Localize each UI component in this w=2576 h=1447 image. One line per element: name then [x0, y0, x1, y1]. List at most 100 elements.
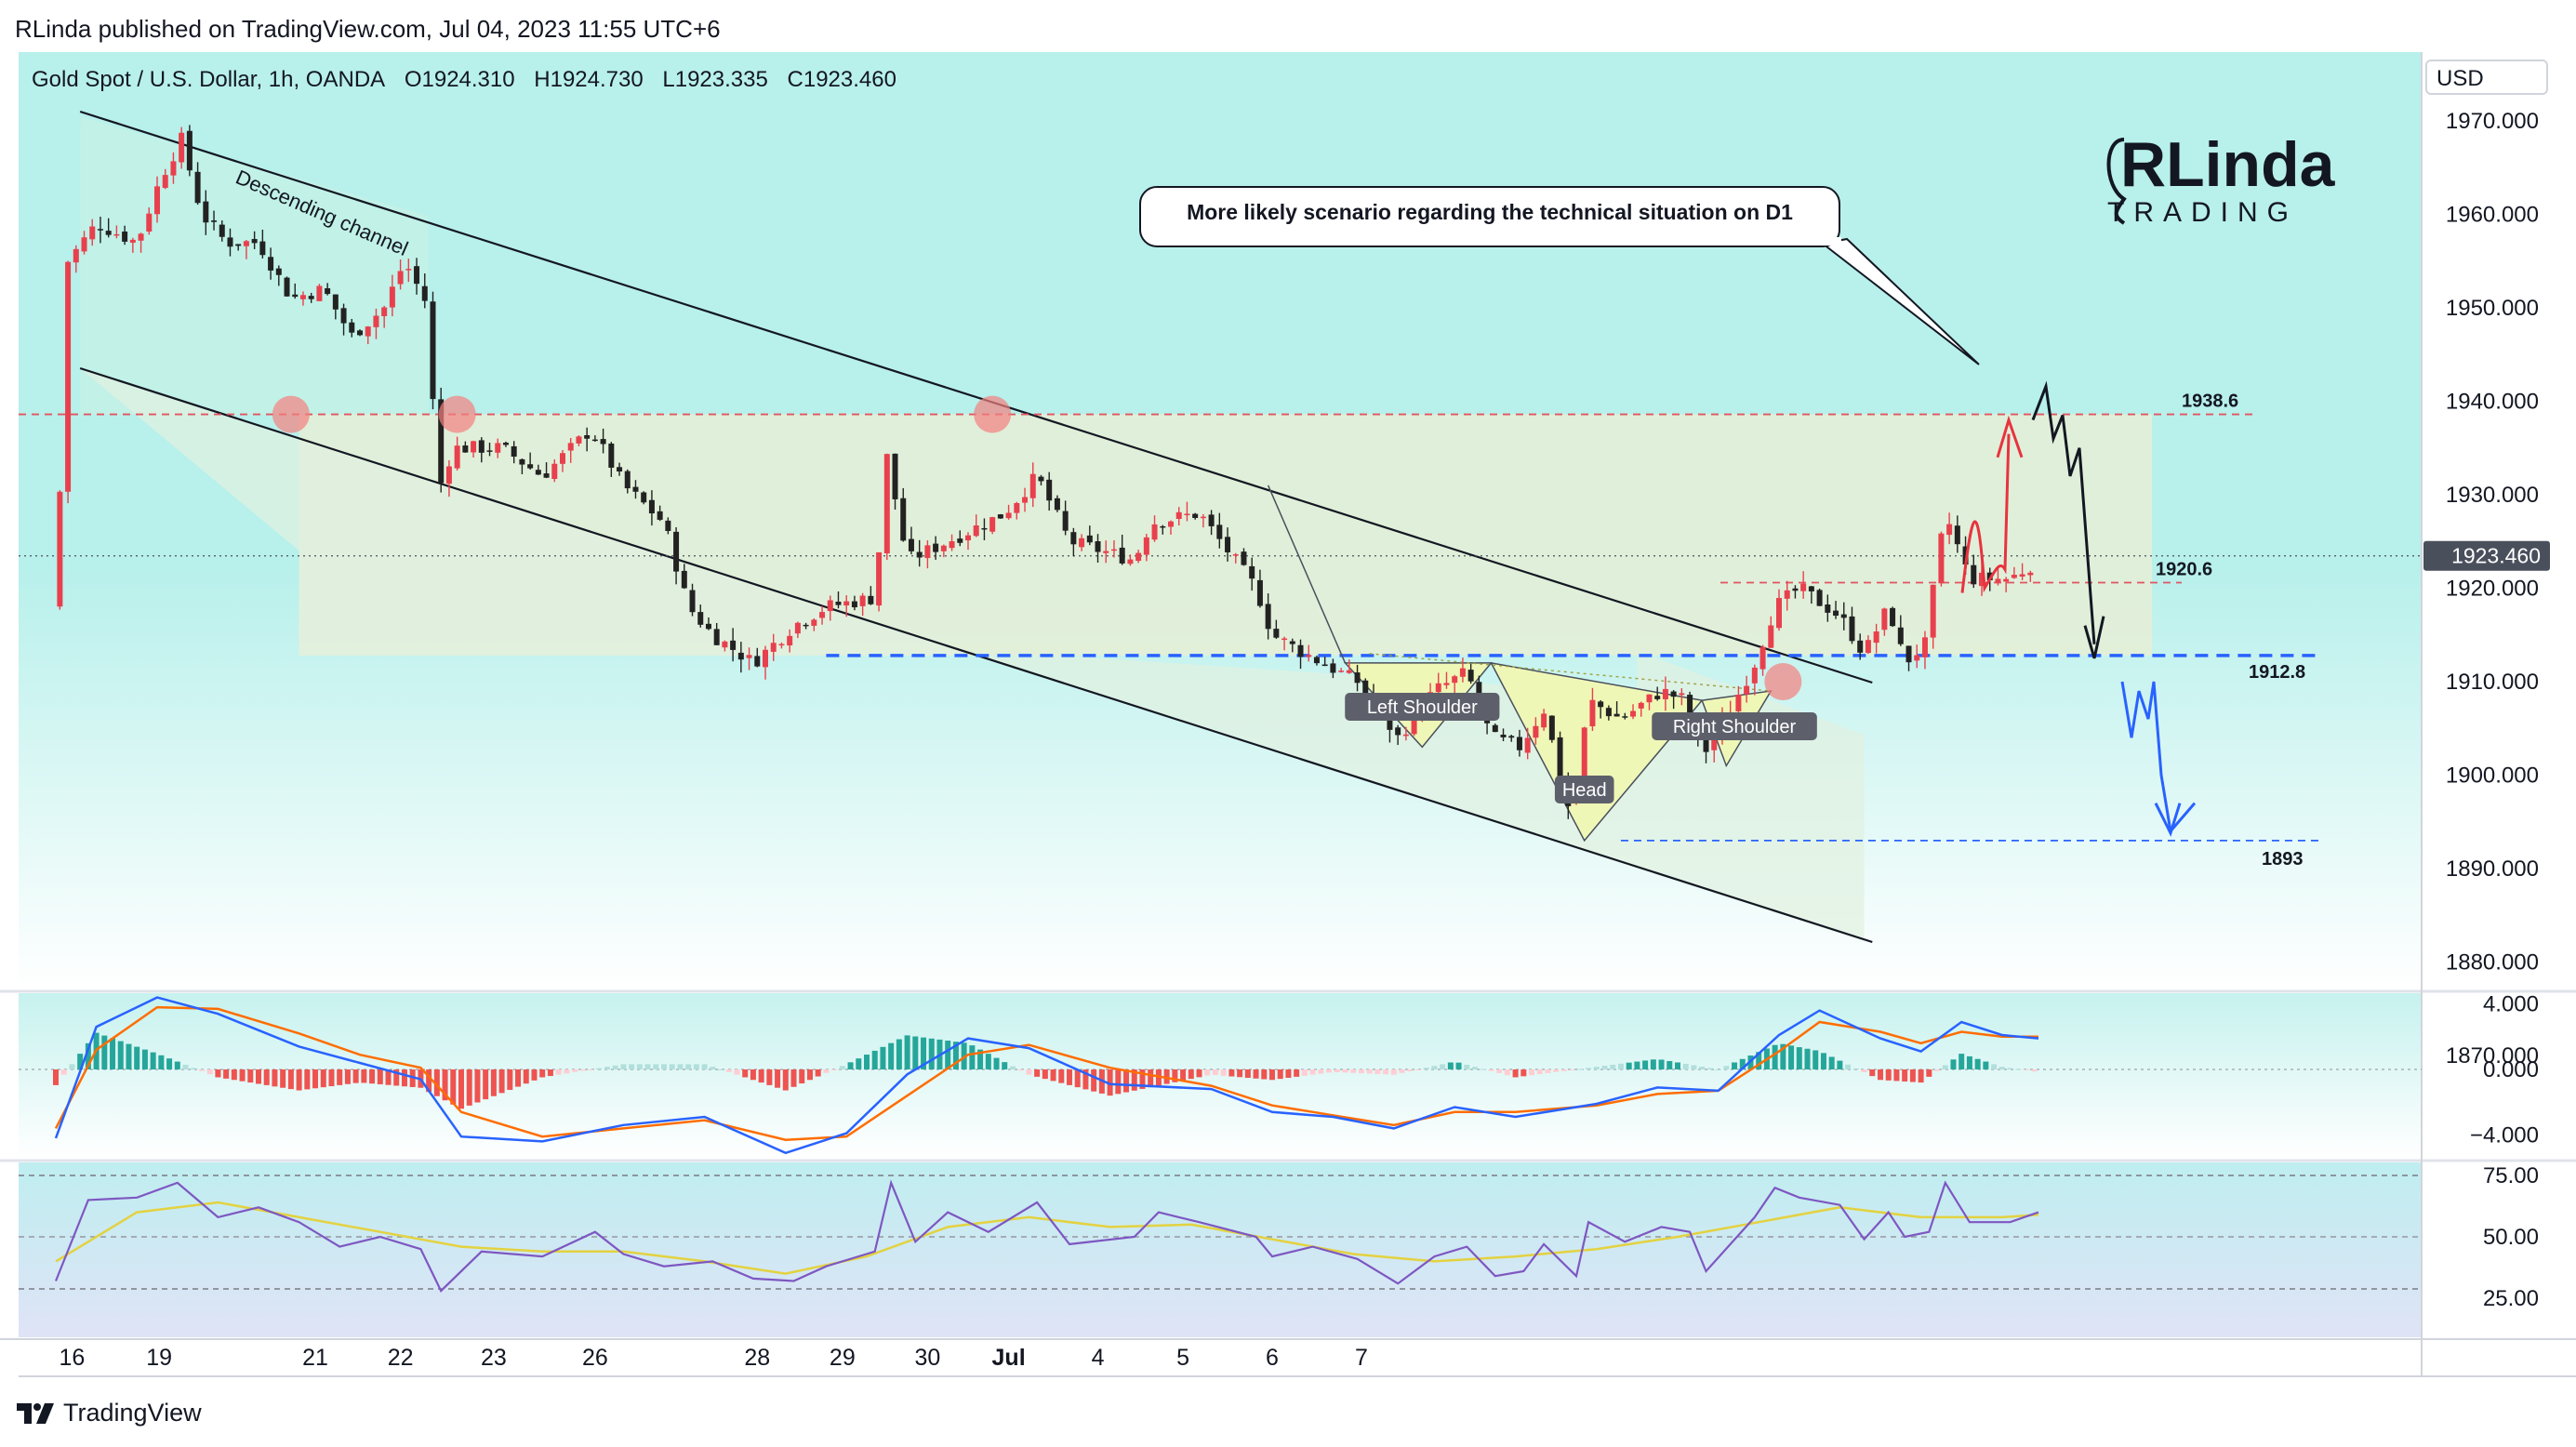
right-shoulder-label: Right Shoulder [1673, 717, 1797, 737]
macd-histogram-bar [1586, 1068, 1592, 1069]
macd-histogram-bar [1464, 1064, 1470, 1069]
macd-histogram-bar [401, 1069, 407, 1087]
macd-histogram-bar [256, 1069, 261, 1084]
candle-body [1816, 590, 1823, 606]
macd-histogram-bar [904, 1035, 910, 1069]
macd-histogram-bar [555, 1069, 562, 1075]
candle-body [1670, 691, 1677, 697]
macd-histogram-bar [1828, 1056, 1835, 1069]
macd-histogram-bar [126, 1043, 132, 1069]
macd-histogram-bar [1220, 1069, 1227, 1076]
footer-brand-text: TradingView [63, 1399, 202, 1427]
time-tick: 19 [146, 1345, 172, 1371]
candle-body [1508, 736, 1515, 738]
candle-body [1354, 672, 1361, 684]
macd-histogram-bar [1472, 1067, 1478, 1069]
macd-histogram-bar [1374, 1069, 1381, 1074]
bullish-scenario-arrow[interactable] [1960, 433, 2011, 593]
footer-brand[interactable]: TradingView [17, 1399, 202, 1427]
macd-histogram-bar [1642, 1060, 1649, 1069]
scenario-callout[interactable]: More likely scenario regarding the techn… [1139, 186, 1980, 365]
candle-body [1273, 629, 1280, 638]
macd-histogram-bar [1796, 1047, 1802, 1069]
macd-histogram-bar [1237, 1069, 1243, 1078]
macd-histogram-bar [1991, 1064, 1998, 1069]
rsi-axis[interactable]: 75.00 50.00 25.00 [2483, 1163, 2539, 1311]
macd-histogram-bar [1496, 1069, 1503, 1073]
candle-body [1014, 502, 1020, 513]
candle-body [1784, 590, 1790, 599]
scenario-arrows[interactable] [1960, 380, 2197, 837]
candle-body [122, 231, 128, 242]
candle-body [1930, 584, 1936, 638]
candle-body [405, 269, 412, 271]
macd-histogram-bar [223, 1069, 230, 1079]
level-label: 1912.8 [2249, 662, 2305, 683]
candle-body [1200, 516, 1206, 519]
symbol-name[interactable]: Gold Spot / U.S. Dollar, 1h, OANDA [32, 67, 386, 92]
macd-histogram-bar [710, 1067, 716, 1069]
macd-histogram-bar [1560, 1069, 1567, 1071]
candle-body [194, 171, 201, 204]
time-axis[interactable]: 16 19 21 22 23 26 28 29 30 Jul 4 5 6 7 [60, 1345, 1368, 1371]
candle-body [1062, 511, 1069, 531]
macd-histogram-bar [69, 1064, 75, 1069]
macd-histogram-bar [1909, 1069, 1916, 1082]
candle-body [527, 464, 534, 469]
bearish-scenario-arrow[interactable] [2031, 380, 2096, 644]
candle-body [584, 434, 591, 439]
macd-histogram-bar [620, 1064, 627, 1069]
neckline [1369, 653, 1772, 692]
macd-histogram-bar [206, 1069, 213, 1075]
macd-histogram-bar [531, 1069, 538, 1081]
level-label: 1938.6 [2182, 392, 2238, 412]
macd-histogram-bar [1878, 1069, 1883, 1081]
macd-histogram-bar [1017, 1069, 1024, 1071]
candle-body [851, 601, 857, 608]
price-axis[interactable]: 1970.000 1960.000 1950.000 1940.000 1930.000… [2446, 109, 2539, 1069]
price-tick: 1910.000 [2446, 670, 2539, 695]
macd-histogram-bar [1553, 1069, 1560, 1072]
macd-histogram-bar [1918, 1069, 1924, 1083]
macd-histogram-bar [1529, 1069, 1535, 1076]
macd-histogram-bar [77, 1054, 84, 1069]
currency-button[interactable]: USD [2425, 60, 2548, 95]
candle-body [1986, 572, 1993, 580]
macd-axis[interactable]: 4.000 0.000 −4.000 [2470, 992, 2539, 1148]
candle-body [754, 656, 761, 667]
candle-body [340, 308, 347, 324]
macd-histogram-bar [2031, 1069, 2038, 1072]
last-price-tag: 1923.460 [2423, 540, 2550, 571]
candle-body [924, 545, 931, 559]
candle-body [1735, 695, 1742, 711]
candle-body [129, 239, 136, 243]
macd-histogram-bar [337, 1069, 343, 1085]
candle-body [1792, 588, 1799, 591]
candle-body [1946, 524, 1953, 536]
rsi-pane[interactable] [19, 1162, 2422, 1337]
candle-body [843, 601, 850, 606]
macd-histogram-bar [1058, 1069, 1065, 1083]
macd-histogram-bar [1504, 1069, 1510, 1076]
channel-upper-line[interactable] [79, 110, 1873, 684]
breakdown-scenario-arrow[interactable] [2120, 681, 2197, 835]
candle-body [965, 535, 971, 541]
macd-histogram-bar [1788, 1045, 1795, 1069]
candle-body [454, 445, 460, 469]
price-tick: 1960.000 [2446, 203, 2539, 228]
macd-histogram-bar [856, 1058, 862, 1069]
rlinda-logo-icon: RLinda TRADING [2106, 129, 2336, 228]
candle-body [292, 294, 299, 298]
chart-area[interactable]: Descending channel 1938.61920.61912.8189… [0, 52, 2576, 1395]
macd-histogram-bar [782, 1069, 789, 1091]
candle-body [1289, 641, 1295, 644]
time-tick: 6 [1266, 1345, 1279, 1371]
macd-histogram-bar [1885, 1069, 1892, 1081]
candle-body [1500, 734, 1507, 737]
candle-body [1914, 655, 1920, 661]
symbol-legend[interactable]: Gold Spot / U.S. Dollar, 1h, OANDA O1924… [32, 67, 910, 93]
macd-histogram-bar [564, 1069, 570, 1074]
macd-histogram-bar [604, 1067, 610, 1069]
candle-body [1857, 640, 1864, 653]
macd-histogram-bar [734, 1069, 740, 1075]
